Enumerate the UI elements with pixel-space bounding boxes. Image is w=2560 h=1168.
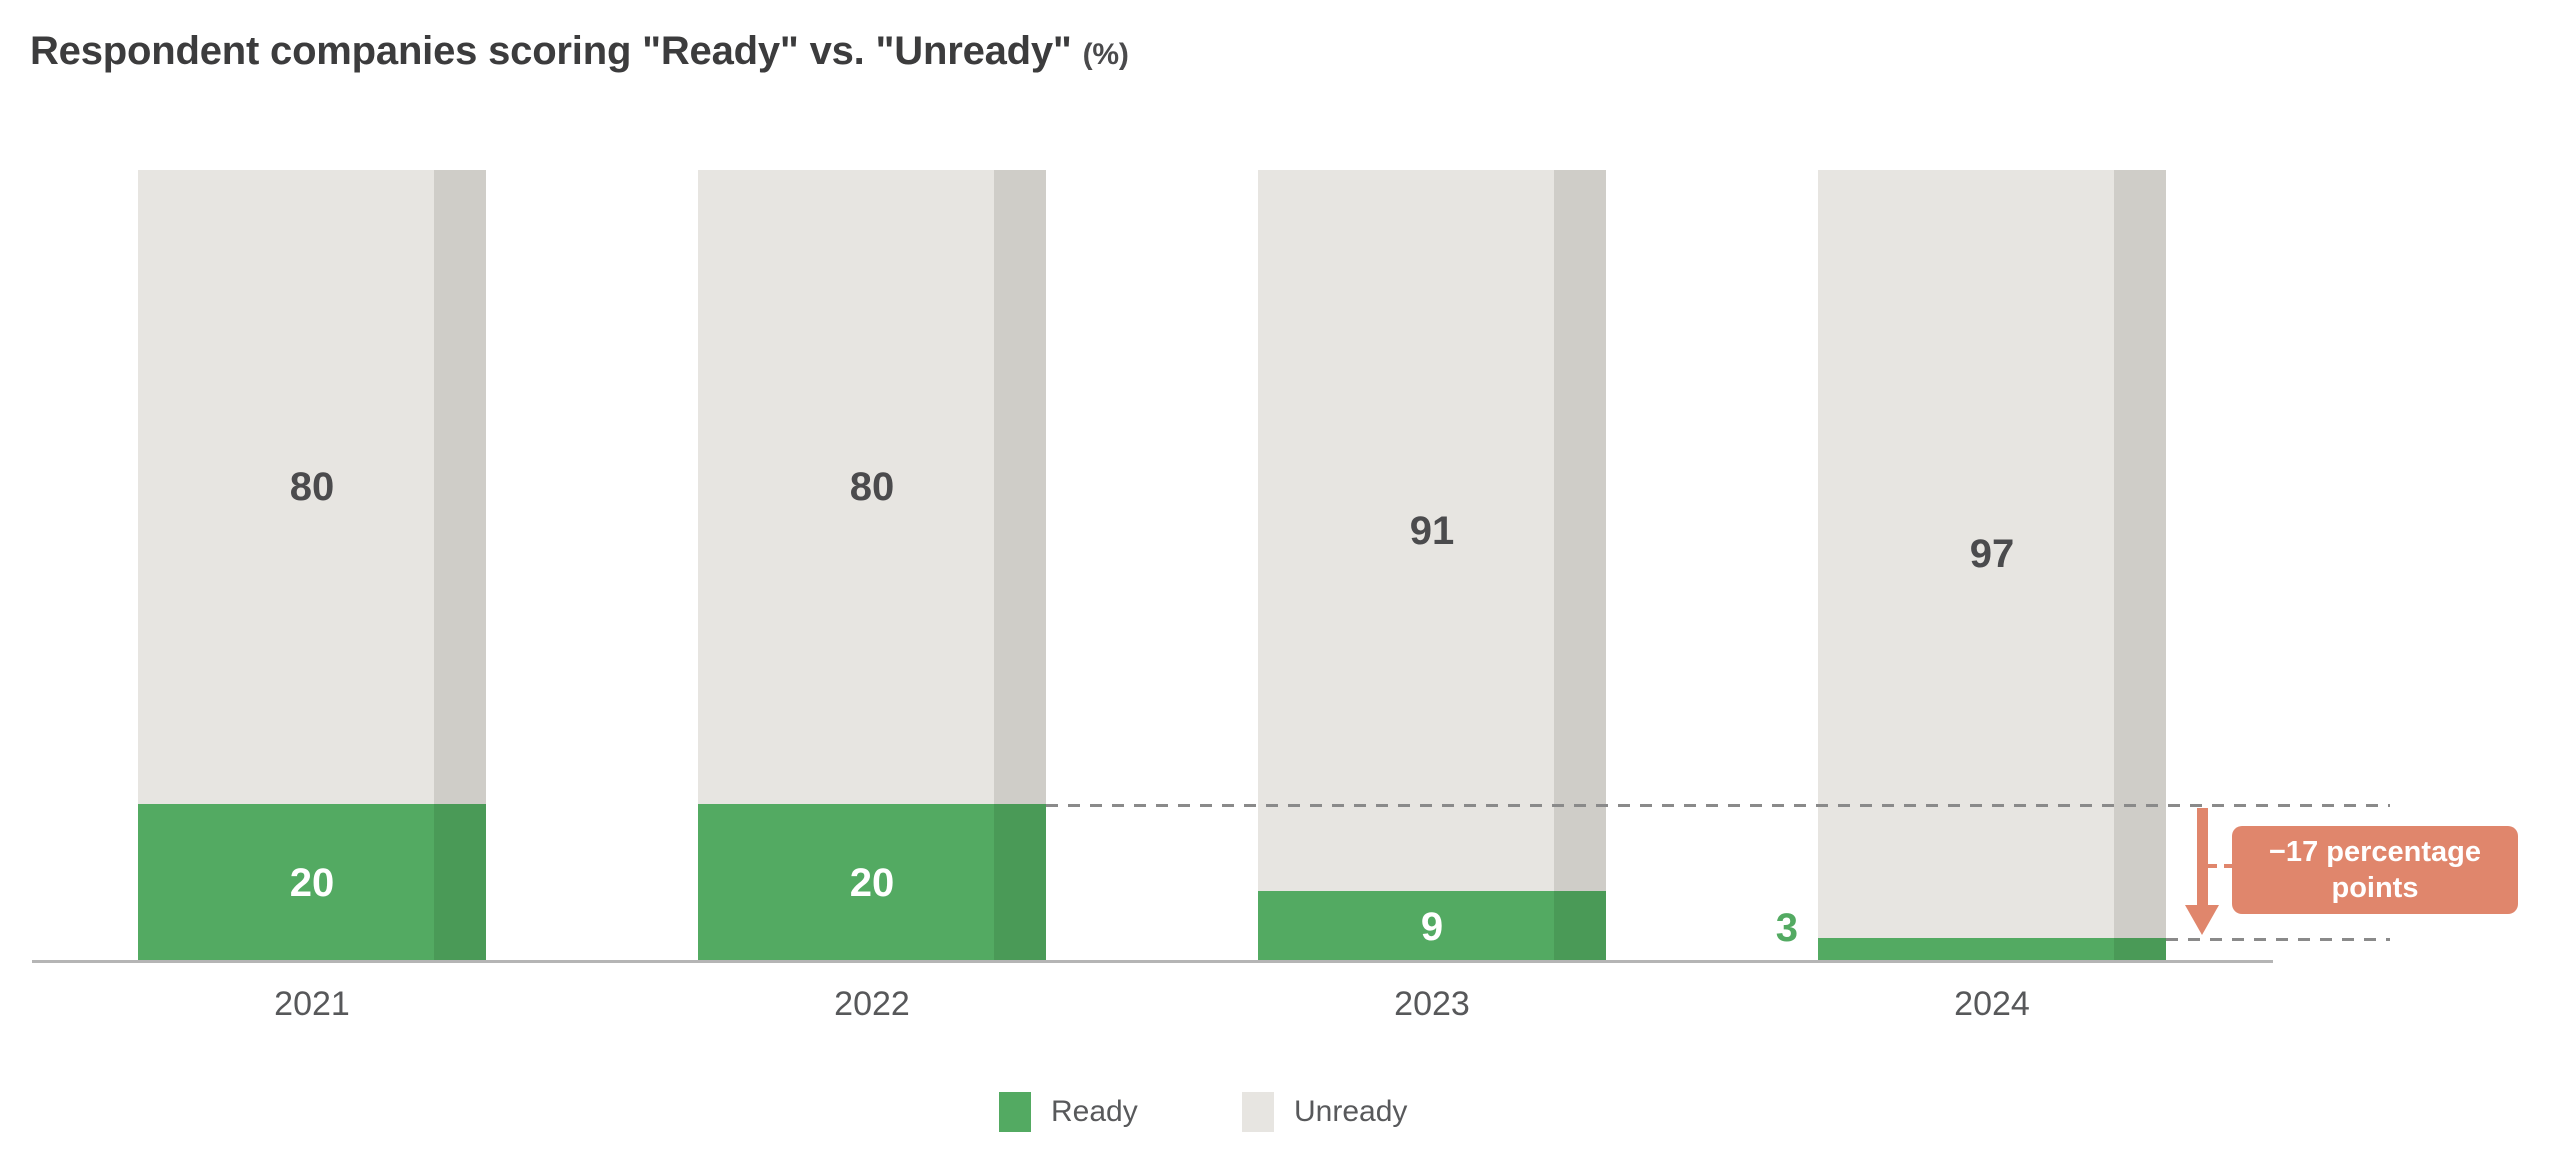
bar-shade-strip	[434, 170, 486, 804]
annotation-box: −17 percentage points	[2232, 826, 2518, 914]
segment-value-label: 80	[289, 465, 335, 509]
bar-2024-segment-ready	[1818, 938, 2166, 962]
legend-item-unready: Unready	[1242, 1092, 1407, 1132]
bar-shade-strip	[1554, 170, 1606, 891]
legend-label-ready: Ready	[1051, 1095, 1138, 1128]
legend-item-ready: Ready	[999, 1092, 1138, 1132]
segment-value-label: 9	[1420, 904, 1444, 949]
legend-label-unready: Unready	[1294, 1095, 1408, 1128]
segment-value-label: 97	[1969, 532, 2015, 576]
chart-title: Respondent companies scoring "Ready" vs.…	[30, 29, 1129, 74]
legend-swatch-unready	[1242, 1092, 1274, 1132]
legend-swatch-ready	[999, 1092, 1031, 1132]
bar-2022-segment-ready: 20	[698, 804, 1046, 962]
guide-dashed-line-lower	[2166, 938, 2390, 941]
bar-shade-strip	[2114, 938, 2166, 962]
annotation-connector-dashes	[2208, 864, 2236, 868]
bar-2023-segment-ready: 9	[1258, 891, 1606, 962]
bar-shade-strip	[1554, 891, 1606, 962]
x-axis-label-2024: 2024	[1954, 985, 2030, 1023]
bar-shade-strip	[2114, 170, 2166, 938]
bar-shade-strip	[994, 804, 1046, 962]
guide-dashed-line-upper	[1046, 804, 2390, 807]
x-axis-label-2021: 2021	[274, 985, 350, 1023]
segment-value-label: 91	[1409, 508, 1455, 553]
segment-value-label: 20	[289, 861, 335, 905]
bar-2021-segment-ready: 20	[138, 804, 486, 962]
chart-title-unit: (%)	[1082, 37, 1129, 71]
chart-title-text: Respondent companies scoring "Ready" vs.…	[30, 28, 1072, 73]
x-axis-label-2023: 2023	[1394, 985, 1470, 1023]
bar-shade-strip	[434, 804, 486, 962]
bar-2021-segment-unready: 80	[138, 170, 486, 804]
annotation-arrow-shaft	[2197, 808, 2208, 906]
segment-value-label-external: 3	[1775, 906, 1798, 950]
x-axis-line	[32, 960, 2273, 963]
x-axis-label-2022: 2022	[834, 985, 910, 1023]
bar-2022-segment-unready: 80	[698, 170, 1046, 804]
annotation-arrow-head	[2185, 905, 2219, 935]
segment-value-label: 80	[849, 465, 895, 509]
bar-2023-segment-unready: 91	[1258, 170, 1606, 891]
segment-value-label: 20	[849, 861, 895, 905]
bar-shade-strip	[994, 170, 1046, 804]
bar-2024-segment-unready: 97	[1818, 170, 2166, 938]
annotation-text: −17 percentage points	[2269, 836, 2481, 904]
